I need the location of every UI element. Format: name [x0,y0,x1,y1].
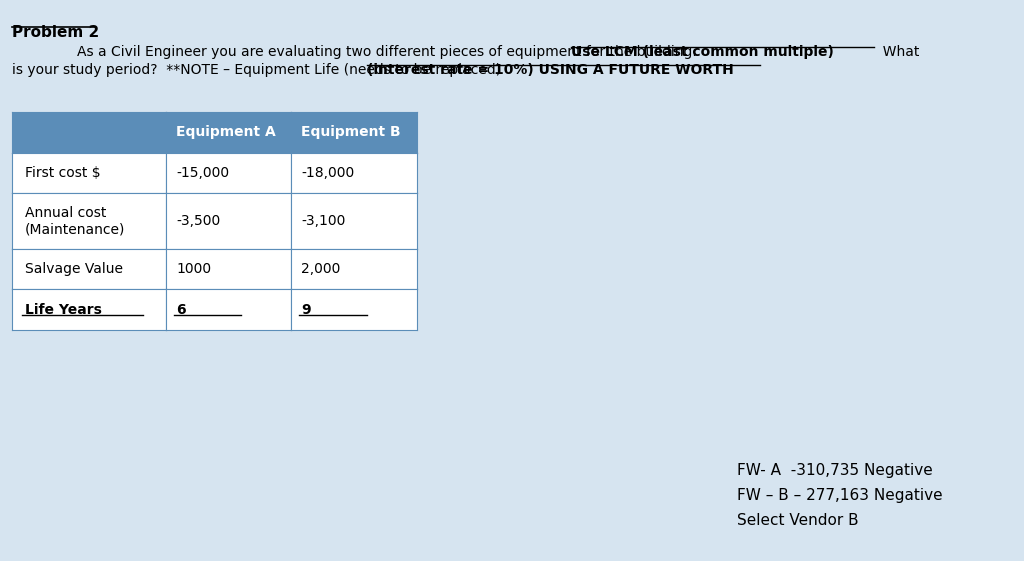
Text: 9: 9 [301,303,311,316]
Text: First cost $: First cost $ [25,166,100,180]
Text: Life Years: Life Years [25,303,101,316]
Text: As a Civil Engineer you are evaluating two different pieces of equipment for the: As a Civil Engineer you are evaluating t… [77,45,700,59]
Text: Select Vendor B: Select Vendor B [737,513,859,528]
Text: -18,000: -18,000 [301,166,354,180]
Text: Equipment A: Equipment A [176,126,275,139]
Text: Annual cost
(Maintenance): Annual cost (Maintenance) [25,206,125,236]
Text: -15,000: -15,000 [176,166,229,180]
Text: Salvage Value: Salvage Value [25,263,123,276]
Text: (interest rate = 10%) USING A FUTURE WORTH: (interest rate = 10%) USING A FUTURE WOR… [367,63,733,77]
Text: Use LCM (least common multiple): Use LCM (least common multiple) [571,45,835,59]
Text: 1000: 1000 [176,263,211,276]
Text: -3,500: -3,500 [176,214,220,228]
Text: What: What [874,45,920,59]
Text: FW – B – 277,163 Negative: FW – B – 277,163 Negative [737,488,943,503]
Text: 2,000: 2,000 [301,263,341,276]
Text: -3,100: -3,100 [301,214,346,228]
Text: 6: 6 [176,303,185,316]
Text: is your study period?  **NOTE – Equipment Life (needs to be replaced): is your study period? **NOTE – Equipment… [12,63,506,77]
Text: FW- A  -310,735 Negative: FW- A -310,735 Negative [737,463,933,478]
Text: Equipment B: Equipment B [301,126,401,139]
Text: Problem 2: Problem 2 [12,25,99,40]
